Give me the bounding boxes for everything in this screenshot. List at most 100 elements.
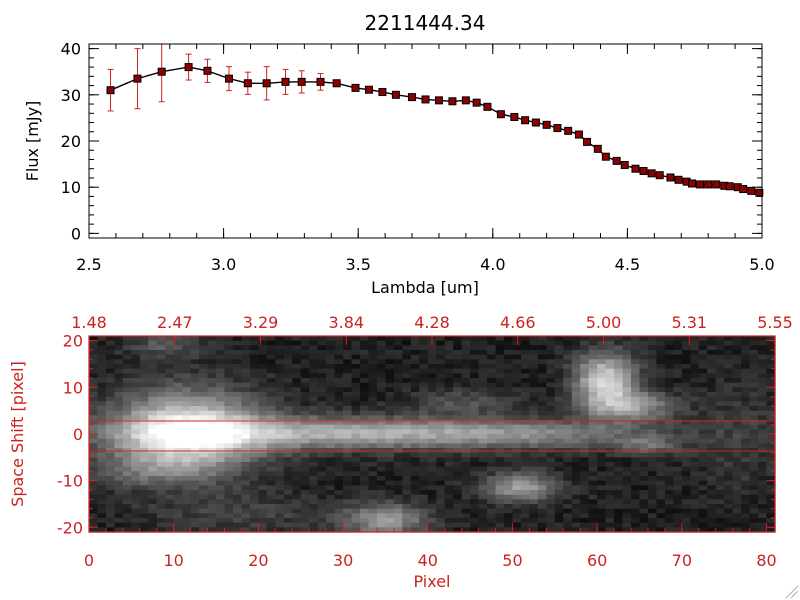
heatmap-cell: [385, 434, 395, 440]
heatmap-cell: [614, 382, 624, 388]
heatmap-cell: [512, 513, 522, 519]
heatmap-cell: [444, 368, 454, 374]
heatmap-cell: [614, 368, 624, 374]
heatmap-cell: [639, 466, 649, 472]
heatmap-cell: [732, 410, 742, 416]
heatmap-cell: [580, 415, 590, 421]
heatmap-cell: [368, 518, 378, 524]
heatmap-cell: [639, 420, 649, 426]
heatmap-cell: [207, 504, 217, 510]
heatmap-cell: [503, 368, 514, 374]
heatmap-cell: [698, 392, 708, 398]
heatmap-cell: [232, 471, 243, 477]
heatmap-cell: [656, 424, 666, 430]
heatmap-cell: [664, 443, 674, 449]
heatmap-cell: [368, 434, 378, 440]
heatmap-cell: [182, 508, 192, 514]
heatmap-cell: [571, 434, 581, 440]
heatmap-cell: [148, 490, 158, 496]
heatmap-cell: [114, 345, 124, 351]
heatmap-cell: [241, 513, 251, 519]
heatmap-cell: [487, 494, 497, 500]
heatmap-cell: [427, 420, 437, 426]
heatmap-cell: [182, 471, 192, 477]
heatmap-cell: [597, 392, 607, 398]
heatmap-cell: [622, 373, 632, 379]
heatmap-cell: [715, 378, 725, 384]
heatmap-cell: [216, 340, 226, 346]
heatmap-cell: [741, 504, 751, 510]
heatmap-cell: [343, 522, 353, 528]
heatmap-cell: [199, 508, 209, 514]
heatmap-cell: [207, 452, 217, 458]
heatmap-cell: [105, 508, 116, 514]
heatmap-cell: [139, 462, 149, 468]
heatmap-cell: [258, 387, 268, 393]
heatmap-cell: [766, 340, 776, 346]
heatmap-cell: [165, 429, 175, 435]
heatmap-cell: [360, 401, 370, 407]
heatmap-cell: [326, 466, 336, 472]
heatmap-cell: [563, 527, 573, 533]
heatmap-cell: [698, 410, 708, 416]
heatmap-cell: [368, 438, 378, 444]
heatmap-cell: [631, 434, 641, 440]
heatmap-cell: [520, 420, 530, 426]
heatmap-cell: [156, 415, 166, 421]
heatmap-cell: [622, 471, 632, 477]
heatmap-cell: [758, 424, 768, 430]
heatmap-cell: [376, 378, 387, 384]
heatmap-cell: [470, 368, 480, 374]
heatmap-cell: [681, 476, 691, 482]
heatmap-cell: [410, 336, 420, 342]
heatmap-cell: [351, 527, 361, 533]
heatmap-cell: [673, 410, 683, 416]
heatmap-cell: [758, 354, 768, 360]
heatmap-cell: [631, 354, 641, 360]
heatmap-cell: [495, 490, 505, 496]
heatmap-cell: [436, 387, 446, 393]
heatmap-cell: [749, 494, 759, 500]
heatmap-cell: [537, 415, 547, 421]
heatmap-cell: [122, 410, 132, 416]
heatmap-cell: [571, 401, 581, 407]
heatmap-cell: [165, 476, 175, 482]
heatmap-cell: [360, 340, 370, 346]
heatmap-cell: [749, 420, 759, 426]
heatmap-cell: [156, 410, 166, 416]
heatmap-cell: [292, 471, 302, 477]
heatmap-cell: [461, 387, 471, 393]
heatmap-cell: [512, 415, 522, 421]
heatmap-cell: [673, 471, 683, 477]
heatmap-cell: [453, 522, 463, 528]
heatmap-cell: [554, 354, 564, 360]
heatmap-cell: [664, 518, 674, 524]
heatmap-cell: [292, 420, 302, 426]
heatmap-cell: [724, 368, 734, 374]
heatmap-cell: [410, 420, 420, 426]
heatmap-cell: [173, 527, 183, 533]
heatmap-cell: [309, 387, 319, 393]
resize-grip-icon[interactable]: [785, 585, 799, 599]
heatmap-cell: [690, 415, 700, 421]
heatmap-cell: [614, 476, 624, 482]
heatmap-cell: [478, 476, 488, 482]
heatmap-cell: [512, 382, 522, 388]
heatmap-cell: [453, 480, 463, 486]
heatmap-cell: [376, 518, 387, 524]
heatmap-cell: [563, 518, 573, 524]
heatmap-cell: [656, 350, 666, 356]
heatmap-cell: [478, 527, 488, 533]
heatmap-cell: [622, 527, 632, 533]
heatmap-cell: [334, 401, 344, 407]
heatmap-cell: [707, 494, 717, 500]
heatmap-cell: [647, 522, 658, 528]
heatmap-cell: [207, 490, 217, 496]
heatmap-cell: [436, 490, 446, 496]
heatmap-cell: [275, 364, 285, 370]
heatmap-cell: [588, 354, 598, 360]
heatmap-cell: [97, 340, 107, 346]
heatmap-cell: [639, 387, 649, 393]
heatmap-cell: [402, 373, 412, 379]
heatmap-cell: [639, 396, 649, 402]
